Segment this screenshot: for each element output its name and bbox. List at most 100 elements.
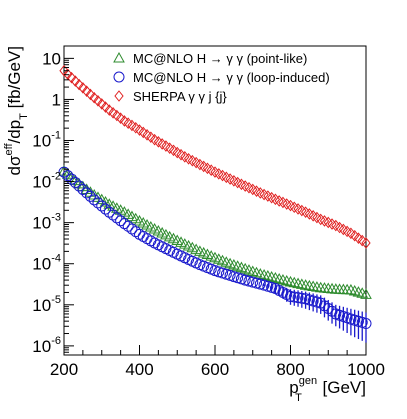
data-point <box>59 64 69 77</box>
data-point <box>210 166 220 178</box>
data-point <box>342 225 352 238</box>
data-point <box>62 170 74 182</box>
data-point <box>285 199 296 212</box>
x-axis-title: pgen T [GeV] <box>289 375 366 404</box>
diamond-marker-icon <box>114 90 124 102</box>
data-point <box>82 85 92 97</box>
data-point <box>199 160 209 173</box>
y-tick-label: 10-3 <box>32 212 61 233</box>
data-point <box>307 280 319 291</box>
data-point <box>240 180 250 192</box>
data-point <box>327 218 337 230</box>
legend-label: MC@NLO H → γ γ (loop-induced) <box>133 70 330 85</box>
data-point <box>239 274 251 286</box>
data-point <box>295 278 308 289</box>
data-point <box>265 270 278 282</box>
data-point <box>315 297 327 309</box>
series-loop-induced <box>58 166 372 343</box>
data-point <box>266 191 277 204</box>
data-point <box>78 82 88 94</box>
data-point <box>263 190 273 202</box>
x-tick-label: 200 <box>50 360 78 379</box>
data-point <box>191 156 201 169</box>
data-point <box>77 183 89 195</box>
data-point <box>282 198 292 210</box>
data-point <box>360 318 372 330</box>
data-point <box>356 287 369 298</box>
data-point <box>157 138 167 150</box>
x-tick-label: 400 <box>125 360 153 379</box>
data-point <box>103 206 115 218</box>
data-point <box>323 216 333 229</box>
data-point <box>66 71 77 84</box>
y-tick-label: 10 <box>42 49 61 68</box>
legend-entry-loop-induced: MC@NLO H → γ γ (loop-induced) <box>113 70 330 85</box>
data-point <box>353 232 364 244</box>
data-point <box>115 215 127 227</box>
data-point <box>274 195 284 207</box>
data-point <box>172 146 182 159</box>
data-point <box>85 88 96 101</box>
data-point <box>107 209 119 221</box>
data-point <box>270 193 281 206</box>
data-point <box>153 135 164 148</box>
data-point <box>69 177 81 189</box>
data-point <box>233 176 243 189</box>
series-point-like <box>58 165 372 299</box>
data-point <box>255 187 265 199</box>
data-point <box>214 168 224 180</box>
data-point <box>138 126 148 139</box>
data-point <box>304 208 315 220</box>
data-point <box>202 162 213 175</box>
data-point <box>176 148 186 161</box>
data-point <box>137 230 149 242</box>
data-point <box>165 142 175 154</box>
data-point <box>269 271 282 283</box>
legend-label: SHERPA γ γ j {j} <box>133 89 227 104</box>
data-point <box>180 151 190 163</box>
data-point <box>243 275 255 287</box>
data-point <box>89 91 99 104</box>
data-point <box>311 281 323 292</box>
data-point <box>322 303 334 315</box>
data-point <box>206 164 216 177</box>
data-point <box>338 223 348 236</box>
data-point <box>357 234 367 247</box>
data-point <box>122 220 134 232</box>
data-point <box>308 209 318 222</box>
data-point <box>168 144 179 157</box>
data-point <box>334 221 345 234</box>
data-point <box>100 203 112 215</box>
data-point <box>225 173 235 185</box>
data-point <box>63 68 73 80</box>
data-point <box>251 277 263 289</box>
data-point <box>345 283 357 295</box>
data-point <box>278 196 288 209</box>
data-point <box>127 119 137 132</box>
data-point <box>149 133 160 146</box>
data-point <box>236 178 247 191</box>
data-point <box>331 219 341 232</box>
data-point <box>360 288 372 299</box>
data-point <box>297 204 307 217</box>
legend-entry-point-like: MC@NLO H → γ γ (point-like) <box>113 51 307 66</box>
data-point <box>126 223 138 235</box>
data-point <box>318 300 330 312</box>
legend-label: MC@NLO H → γ γ (point-like) <box>133 51 307 66</box>
data-point <box>251 185 262 197</box>
data-point <box>293 203 303 215</box>
y-tick-label: 1 <box>52 90 61 109</box>
data-point <box>288 276 301 288</box>
data-point <box>66 173 78 185</box>
data-point <box>221 171 231 184</box>
data-point <box>183 152 194 165</box>
data-point <box>262 270 274 281</box>
data-point <box>289 201 299 214</box>
x-tick-label: 600 <box>201 360 229 379</box>
data-point <box>93 95 103 107</box>
data-point <box>299 279 312 290</box>
data-point <box>352 286 365 297</box>
data-point <box>100 101 111 113</box>
data-point <box>73 180 85 192</box>
